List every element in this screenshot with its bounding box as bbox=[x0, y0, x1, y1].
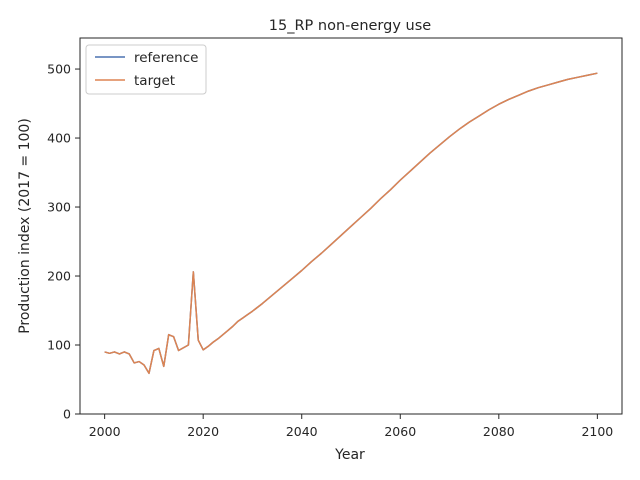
series-line-target bbox=[104, 72, 598, 375]
plot-frame bbox=[79, 37, 623, 415]
y-axis-label: Production index (2017 = 100) bbox=[17, 118, 33, 334]
y-tick-label: 500 bbox=[47, 62, 71, 77]
legend: reference target bbox=[85, 44, 207, 95]
x-tick-label: 2040 bbox=[286, 424, 318, 439]
y-tick-label: 100 bbox=[47, 338, 71, 353]
series-layer bbox=[104, 72, 598, 375]
x-tick-label: 2100 bbox=[581, 424, 613, 439]
y-tick-label: 0 bbox=[63, 407, 71, 422]
x-tick-label: 2060 bbox=[384, 424, 416, 439]
y-tick-label: 400 bbox=[47, 131, 71, 146]
x-axis-label: Year bbox=[334, 447, 365, 463]
x-tick-label: 2080 bbox=[483, 424, 515, 439]
chart-title: 15_RP non-energy use bbox=[269, 18, 431, 34]
legend-label-reference: reference bbox=[134, 50, 198, 66]
y-tick-label: 200 bbox=[47, 269, 71, 284]
legend-label-target: target bbox=[134, 73, 175, 89]
x-tick-label: 2000 bbox=[89, 424, 121, 439]
axis-ticks: 2000 2020 2040 2060 2080 2100 0 100 200 300 400 500 bbox=[47, 62, 613, 439]
y-tick-label: 300 bbox=[47, 200, 71, 215]
x-tick-label: 2020 bbox=[187, 424, 219, 439]
